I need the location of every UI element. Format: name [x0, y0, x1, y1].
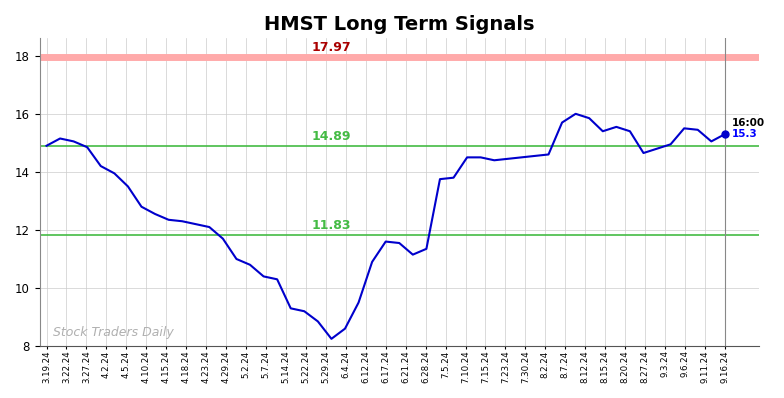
Text: Stock Traders Daily: Stock Traders Daily — [53, 326, 174, 339]
Text: 15.3: 15.3 — [731, 129, 757, 139]
Text: 14.89: 14.89 — [312, 130, 351, 143]
Text: 11.83: 11.83 — [312, 219, 351, 232]
Title: HMST Long Term Signals: HMST Long Term Signals — [264, 15, 535, 34]
Text: 16:00: 16:00 — [731, 117, 765, 127]
Text: 17.97: 17.97 — [311, 41, 351, 54]
